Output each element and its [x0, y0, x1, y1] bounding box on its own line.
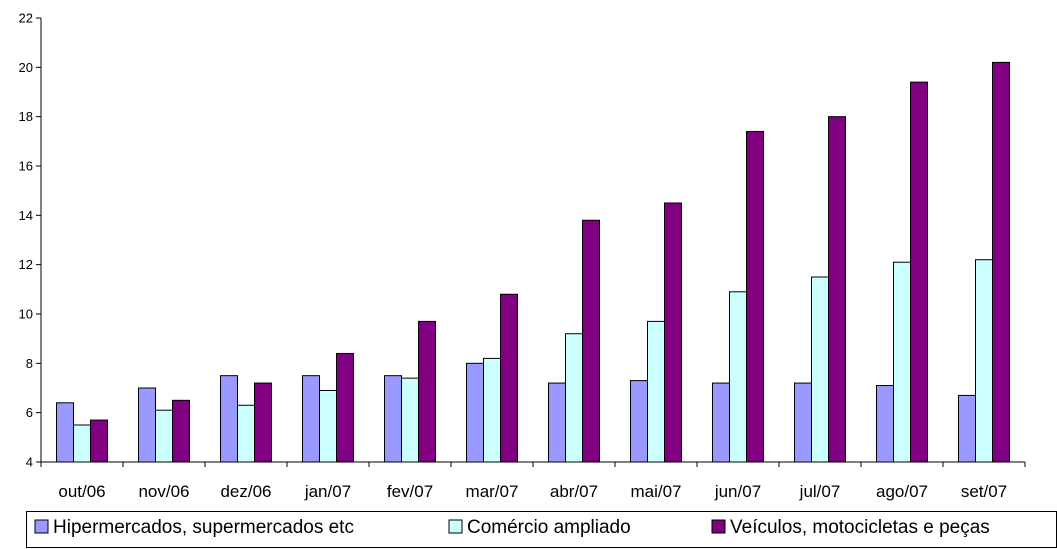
y-tick-label: 14 [19, 208, 33, 223]
bar-1-jun-07 [712, 382, 730, 463]
bar-3-mai-07 [664, 202, 682, 463]
bar-1-jul-07 [794, 382, 812, 463]
bar-1-out-06 [56, 402, 74, 463]
bar-2-ago-07 [893, 261, 911, 463]
bar-3-abr-07 [582, 219, 600, 463]
x-tick-label: jan/07 [304, 482, 351, 501]
y-tick-label: 10 [19, 307, 33, 322]
x-tick-label: fev/07 [387, 482, 433, 501]
bar-2-jun-07 [729, 291, 747, 463]
bar-3-ago-07 [910, 81, 928, 463]
bar-2-mai-07 [647, 320, 665, 463]
y-tick-label: 22 [19, 11, 33, 26]
bar-2-fev-07 [401, 377, 419, 463]
bar-2-set-07 [975, 259, 993, 463]
bar-3-jul-07 [828, 116, 846, 463]
x-tick-label: mar/07 [466, 482, 519, 501]
legend-label-1: Hipermercados, supermercados etc [53, 517, 354, 538]
y-tick-label: 18 [19, 109, 33, 124]
x-tick-label: out/06 [58, 482, 105, 501]
bar-2-nov-06 [155, 409, 173, 463]
bar-3-set-07 [992, 61, 1010, 463]
y-tick-label: 12 [19, 257, 33, 272]
legend-swatch-2 [448, 519, 463, 534]
x-tick-label: abr/07 [550, 482, 598, 501]
bar-2-abr-07 [565, 333, 583, 463]
bar-2-out-06 [73, 424, 91, 463]
bar-3-mar-07 [500, 293, 518, 463]
bar-3-jan-07 [336, 352, 354, 463]
bar-1-abr-07 [548, 382, 566, 463]
bars [56, 61, 1010, 463]
legend: Hipermercados, supermercados etc Comércio… [26, 511, 1057, 548]
bar-3-nov-06 [172, 399, 190, 463]
x-tick-label: set/07 [961, 482, 1007, 501]
bar-1-set-07 [958, 394, 976, 463]
bar-2-jul-07 [811, 276, 829, 463]
legend-swatch-1 [34, 519, 49, 534]
bar-1-ago-07 [876, 385, 894, 463]
x-tick-label: mai/07 [630, 482, 681, 501]
legend-label-2: Comércio ampliado [467, 517, 631, 538]
bar-1-nov-06 [138, 387, 156, 463]
y-tick-label: 16 [19, 159, 33, 174]
y-tick-label: 8 [26, 356, 33, 371]
bar-1-mar-07 [466, 362, 484, 463]
x-tick-label: dez/06 [220, 482, 271, 501]
bar-3-fev-07 [418, 320, 436, 463]
bar-2-dez-06 [237, 404, 255, 463]
bar-1-dez-06 [220, 375, 238, 463]
legend-label-3: Veículos, motocicletas e peças [730, 517, 990, 538]
x-tick-label: ago/07 [876, 482, 928, 501]
bar-3-out-06 [90, 419, 108, 463]
x-tick-label: jul/07 [799, 482, 841, 501]
bar-1-jan-07 [302, 375, 320, 463]
y-tick-label: 6 [26, 405, 33, 420]
bar-1-mai-07 [630, 380, 648, 463]
bar-2-mar-07 [483, 357, 501, 463]
bar-3-dez-06 [254, 382, 272, 463]
x-tick-label: nov/06 [138, 482, 189, 501]
x-tick-label: jun/07 [714, 482, 761, 501]
y-tick-label: 20 [19, 60, 33, 75]
category-labels: out/06 nov/06 dez/06 jan/07 fev/07 mar/07 abr/… [58, 482, 1007, 501]
bar-2-jan-07 [319, 389, 337, 463]
axes: 4 6 8 10 12 14 16 18 20 22 [19, 11, 1026, 470]
bar-1-fev-07 [384, 375, 402, 463]
legend-swatch-3 [711, 519, 726, 534]
bar-3-jun-07 [746, 130, 764, 463]
y-tick-label: 4 [26, 455, 33, 470]
